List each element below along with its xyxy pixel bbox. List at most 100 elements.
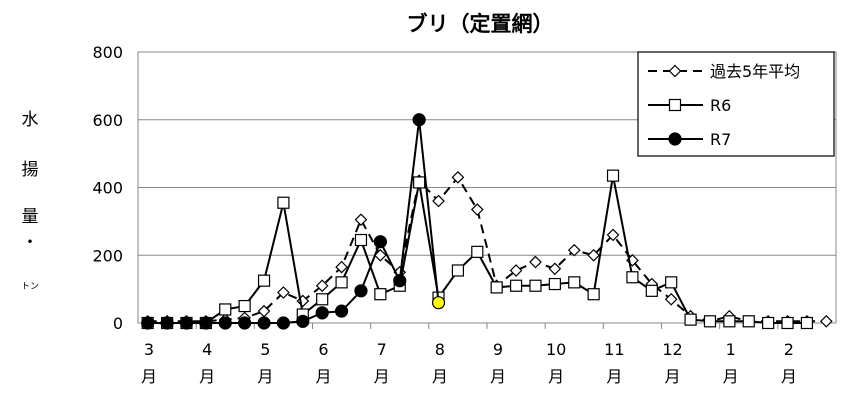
data-point [626,271,639,284]
data-point [781,316,794,330]
x-tick-label: 5 [260,340,270,359]
data-point [412,113,426,127]
data-point [199,316,213,330]
y-axis-ticks: 0 200 400 600 800 [92,43,123,333]
x-tick-label: 4 [202,340,212,359]
x-tick-label: 1 [726,340,736,359]
legend: 過去5年平均 R6 R7 [637,51,835,157]
data-point [238,316,252,330]
data-point [664,292,678,306]
data-point [470,203,484,216]
data-point [277,196,290,209]
data-point [606,169,620,182]
data-point [490,281,503,294]
y-tick-label: 600 [92,111,123,130]
legend-label: 過去5年平均 [710,62,800,81]
y-tick-label: 400 [92,179,123,198]
x-tick-label: 11 [604,340,624,359]
data-point [703,315,717,328]
x-tick-unit: 月 [664,367,680,386]
data-point [509,264,523,277]
data-point [587,288,600,301]
data-point [723,315,736,328]
data-point [334,304,349,318]
data-point [548,277,561,291]
data-point [665,276,678,289]
data-point [668,98,682,112]
x-tick-unit: 月 [606,367,622,386]
x-axis-ticks: 3 月 4 月 5 月 6 月 7 月 8 月 9 月 10 月 11 月 12 月 1 月 2 月 [141,323,797,386]
data-point [257,274,271,287]
x-tick-unit: 月 [781,367,797,386]
data-point [335,276,348,289]
series-line [147,119,440,324]
series-group [141,113,833,330]
data-point [509,279,523,292]
series-R7 [141,113,446,330]
data-point [335,260,348,274]
data-point [374,288,387,301]
x-tick-unit: 月 [432,367,448,386]
y-tick-label: 800 [92,43,123,62]
y-axis-label: 水揚量・トン [21,110,39,292]
x-tick-label: 10 [546,340,566,359]
x-tick-unit: 月 [315,367,331,386]
x-tick-unit: 月 [548,367,564,386]
data-point [141,316,155,330]
data-point [529,279,542,292]
data-point [238,299,251,313]
x-tick-unit: 月 [199,367,215,386]
x-tick-unit: 月 [257,367,273,386]
data-point [587,248,600,262]
y-tick-label: 0 [113,314,123,333]
data-point [393,274,407,288]
y-axis-label-char: ・ [22,233,39,253]
data-point [684,313,697,326]
data-point [218,316,232,330]
data-point [373,235,387,249]
x-tick-label: 3 [144,340,154,359]
x-tick-label: 2 [784,340,794,359]
data-point [354,233,368,247]
data-point [432,194,445,208]
y-axis-label-char: 揚 [22,160,39,180]
data-point [451,264,465,277]
data-point [471,245,484,258]
data-point [762,316,775,330]
data-point [606,228,620,242]
data-point [315,279,329,293]
series-R6 [141,169,814,330]
data-point [160,316,174,330]
legend-label: R6 [710,96,731,115]
data-point [431,296,446,310]
legend-label: R7 [710,130,731,149]
series-line [147,175,827,323]
x-tick-label: 8 [435,340,445,359]
data-point [645,284,658,297]
data-point [316,293,329,306]
x-tick-label: 12 [662,340,682,359]
x-tick-unit: 月 [141,367,157,386]
data-point [219,303,232,316]
y-axis-label-char: 量 [22,207,39,227]
data-point [529,255,542,269]
data-point [257,316,271,330]
data-point [354,284,368,298]
data-point [819,314,833,328]
data-point [277,286,290,299]
data-point [548,262,562,276]
data-point [742,315,755,328]
data-point [451,170,465,184]
y-tick-label: 200 [92,246,123,265]
data-point [413,176,426,189]
data-point [315,306,329,320]
data-point [567,243,581,257]
data-point [668,132,682,146]
chart-title: ブリ（定置網） [407,12,554,36]
x-tick-unit: 月 [374,367,390,386]
x-tick-label: 7 [377,340,387,359]
y-axis-label-char: トン [21,282,39,292]
data-point [296,314,310,328]
x-tick-unit: 月 [723,367,739,386]
